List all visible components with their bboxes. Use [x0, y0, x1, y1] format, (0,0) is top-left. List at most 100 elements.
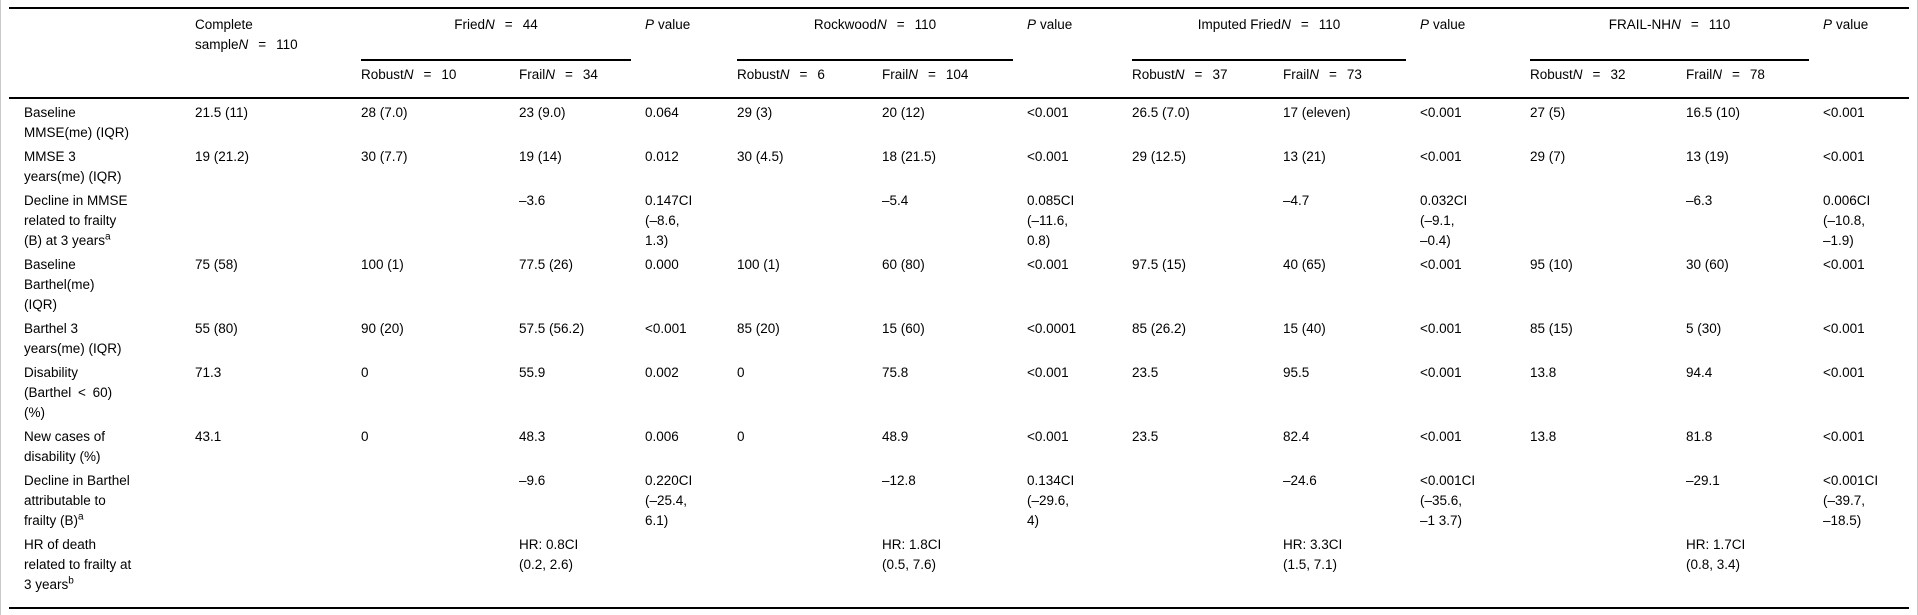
- group-count: 44: [522, 17, 538, 32]
- table-cell: <0.0001: [1027, 321, 1077, 336]
- subheader-rockwood-frail: FrailN = 104: [882, 61, 1027, 98]
- table-cell: <0.001: [1420, 149, 1462, 164]
- row-label-superscript: a: [105, 231, 111, 243]
- subheader-rockwood-robust: RobustN = 6: [737, 61, 882, 98]
- subheader-fried-frail: FrailN = 34: [519, 61, 645, 98]
- row-label-superscript: b: [68, 575, 74, 587]
- group-header-fried-text: FriedN = 44: [361, 15, 631, 61]
- table-row: HR of death related to frailty at 3 year…: [9, 531, 1909, 608]
- table-cell: –9.6: [519, 473, 546, 488]
- p-value-label: value: [658, 17, 691, 32]
- equals-sign: =: [504, 17, 513, 32]
- robust-label: Robust: [737, 67, 780, 82]
- n-symbol: N: [545, 67, 555, 82]
- table-cell: 21.5 (11): [195, 105, 249, 120]
- table-body: Baseline MMSE(me) (IQR) 21.5 (11) 28 (7.0)…: [9, 98, 1910, 608]
- table-cell: 30 (7.7): [361, 149, 408, 164]
- subgroup-count: 37: [1212, 67, 1228, 82]
- table-cell: 0.220CI (–25.4, 6.1): [645, 473, 693, 528]
- table-row: MMSE 3 years(me) (IQR) 19 (21.2) 30 (7.7) 1…: [9, 143, 1909, 187]
- table-cell: <0.001: [1823, 365, 1865, 380]
- table-cell: 81.8: [1686, 429, 1713, 444]
- n-symbol: N: [1174, 67, 1185, 82]
- table-cell: [737, 531, 882, 608]
- n-symbol: N: [908, 67, 918, 82]
- table-cell: [1420, 531, 1530, 608]
- group-name: Fried: [454, 17, 486, 32]
- table-cell: 19 (21.2): [195, 149, 250, 164]
- table-cell: 85 (26.2): [1132, 321, 1187, 336]
- table-cell: –12.8: [882, 473, 916, 488]
- table-cell: –24.6: [1283, 473, 1317, 488]
- table-row: New cases of disability (%) 43.1 0 48.3 0.00…: [9, 423, 1909, 467]
- table-cell: <0.001: [1420, 365, 1462, 380]
- table-cell: <0.001: [1823, 257, 1865, 272]
- table-cell: [1132, 187, 1283, 251]
- complete-sample-header: Complete sampleN = 110: [195, 8, 361, 98]
- table-cell: [1530, 531, 1686, 608]
- frail-label: Frail: [519, 67, 546, 82]
- table-cell: –4.7: [1283, 193, 1310, 208]
- subgroup-count: 32: [1610, 67, 1626, 82]
- equals-sign: =: [1732, 67, 1740, 82]
- table-cell: 15 (60): [882, 321, 925, 336]
- table-cell: <0.001: [1420, 257, 1462, 272]
- table-cell: 13.8: [1530, 429, 1557, 444]
- table-cell: 0.000: [645, 257, 679, 272]
- subheader-imputed-fried-frail: FrailN = 73: [1283, 61, 1420, 98]
- group-count: 110: [1318, 17, 1341, 32]
- table-cell: 95 (10): [1530, 257, 1573, 272]
- table-cell: HR: 1.8CI (0.5, 7.6): [882, 537, 942, 572]
- robust-label: Robust: [1530, 67, 1573, 82]
- subgroup-count: 10: [441, 67, 457, 82]
- table-cell: 97.5 (15): [1132, 257, 1187, 272]
- subheader-frail-nh-robust: RobustN = 32: [1530, 61, 1686, 98]
- table-cell: [737, 467, 882, 531]
- table-cell: HR: 0.8CI (0.2, 2.6): [519, 537, 579, 572]
- table-cell: 0: [361, 429, 369, 444]
- table-cell: 75 (58): [195, 257, 238, 272]
- equals-sign: =: [799, 67, 808, 82]
- table-cell: 0.064: [645, 105, 679, 120]
- table-cell: [195, 467, 361, 531]
- group-count: 110: [1708, 17, 1731, 32]
- table-cell: [361, 467, 519, 531]
- group-header-imputed-fried: Imputed FriedN = 110: [1132, 8, 1420, 61]
- n-symbol: N: [403, 67, 414, 82]
- n-symbol: N: [1712, 67, 1723, 82]
- equals-sign: =: [1194, 67, 1203, 82]
- table-cell: 19 (14): [519, 149, 562, 164]
- table-cell: 17 (eleven): [1283, 105, 1351, 120]
- equals-sign: =: [1592, 67, 1601, 82]
- subheader-imputed-fried-robust: RobustN = 37: [1132, 61, 1283, 98]
- table-cell: 100 (1): [361, 257, 404, 272]
- row-label-text: Disability (Barthel < 60) (%): [24, 365, 113, 420]
- p-symbol: P: [1027, 17, 1037, 32]
- table-cell: 30 (60): [1686, 257, 1729, 272]
- row-label: Decline in MMSE related to frailty (B) a…: [9, 187, 195, 251]
- table-cell: HR: 1.7CI (0.8, 3.4): [1686, 537, 1746, 572]
- table-cell: <0.001: [1823, 429, 1865, 444]
- row-label-text: MMSE 3 years(me) (IQR): [24, 149, 122, 184]
- table-cell: –5.4: [882, 193, 909, 208]
- row-label: New cases of disability (%): [9, 423, 195, 467]
- group-name: Rockwood: [813, 17, 877, 32]
- group-name: Imputed Fried: [1197, 17, 1282, 32]
- equals-sign: =: [258, 37, 267, 52]
- table-cell: <0.001: [1823, 149, 1865, 164]
- table-cell: 0.134CI (–29.6, 4): [1027, 473, 1075, 528]
- p-symbol: P: [1823, 17, 1833, 32]
- table-cell: [361, 187, 519, 251]
- table-cell: <0.001: [1027, 257, 1069, 272]
- table-cell: 0.012: [645, 149, 679, 164]
- equals-sign: =: [896, 17, 905, 32]
- table-cell: <0.001: [1027, 105, 1069, 120]
- table-cell: 48.3: [519, 429, 546, 444]
- table-cell: <0.001: [1027, 429, 1069, 444]
- table-cell: 82.4: [1283, 429, 1310, 444]
- n-symbol: N: [1309, 67, 1320, 82]
